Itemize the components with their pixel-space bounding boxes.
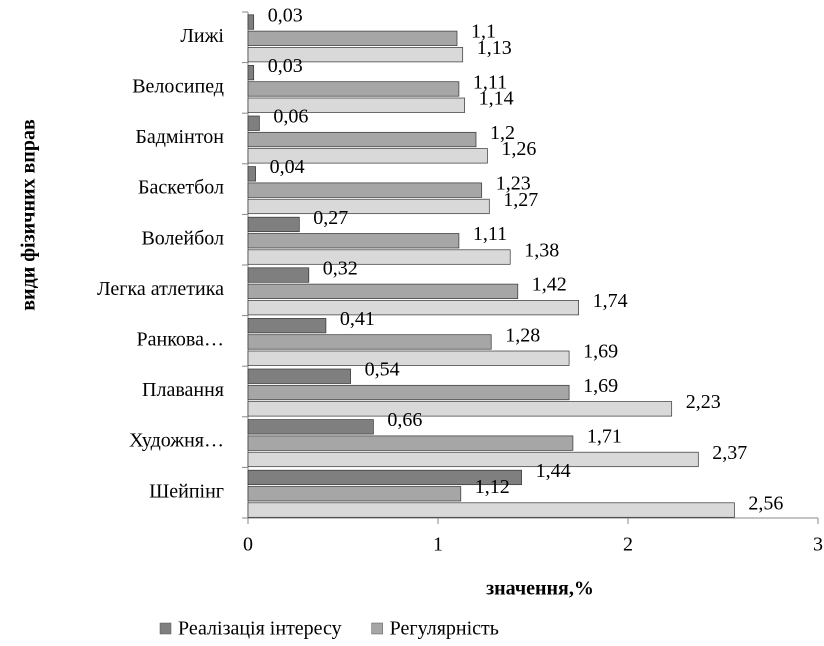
value-label: 1,13 (477, 37, 512, 59)
value-label: 0,03 (268, 55, 303, 77)
y-tick-label: Шейпінг (149, 480, 224, 502)
y-tick-label: Художня… (129, 430, 224, 452)
value-label: 0,06 (273, 106, 308, 128)
value-label: 0,54 (365, 359, 400, 381)
value-label: 1,69 (583, 375, 618, 397)
value-label: 1,2 (490, 122, 515, 144)
value-label: 1,28 (505, 324, 540, 346)
value-label: 1,11 (473, 71, 507, 93)
value-label: 1,44 (536, 460, 571, 482)
bar (247, 368, 351, 384)
bar (247, 166, 256, 182)
y-tick-label: Баскетбол (138, 177, 224, 199)
bar (247, 233, 460, 249)
x-tick-label: 3 (813, 534, 823, 556)
bar (247, 401, 673, 417)
value-label: 1,74 (593, 290, 628, 312)
bar (247, 97, 465, 113)
y-tick-label: Лижі (180, 25, 224, 47)
value-label: 2,23 (686, 391, 721, 413)
bar (247, 469, 522, 486)
bar (247, 283, 519, 299)
value-label: 0,41 (340, 308, 375, 330)
bar (247, 115, 260, 131)
y-tick-label: Ранкова… (137, 328, 224, 350)
x-tick-label: 0 (243, 534, 253, 556)
legend-swatch (159, 622, 172, 635)
y-tick-label: Легка атлетика (97, 278, 224, 300)
legend-label: Регулярність (390, 618, 499, 640)
value-label: 0,04 (270, 156, 305, 178)
x-tick-label: 2 (623, 534, 633, 556)
value-label: 1,1 (471, 21, 496, 43)
value-label: 1,69 (583, 341, 618, 363)
bar (247, 334, 492, 350)
bar (247, 318, 327, 334)
bar (247, 249, 511, 265)
bar (247, 300, 579, 316)
value-label: 1,14 (479, 88, 514, 110)
bar (247, 419, 374, 435)
bar (247, 435, 574, 451)
bar (247, 30, 458, 46)
bar (247, 502, 735, 518)
x-axis-title: значення,% (486, 578, 594, 600)
value-label: 1,11 (473, 223, 507, 245)
bar (247, 182, 483, 198)
bar (247, 81, 460, 97)
bar (247, 384, 570, 401)
bar (247, 148, 488, 164)
bar (247, 47, 464, 63)
bar (247, 65, 255, 81)
value-label: 0,66 (387, 409, 422, 431)
value-label: 0,03 (268, 4, 303, 26)
legend-label: Реалізація інтересу (178, 618, 342, 640)
x-tick-label: 1 (433, 534, 443, 556)
value-label: 0,27 (313, 207, 348, 229)
value-label: 2,56 (748, 492, 783, 514)
value-label: 1,38 (524, 239, 559, 261)
y-tick-label: Волейбол (141, 227, 224, 249)
value-label: 1,71 (587, 425, 622, 447)
y-tick-label: Бадмінтон (135, 126, 224, 148)
bar (247, 14, 255, 30)
value-label: 1,27 (503, 189, 538, 211)
bar (247, 216, 300, 233)
legend-swatch (371, 622, 383, 635)
bar (247, 350, 570, 366)
bar (247, 267, 310, 283)
value-label: 1,26 (501, 138, 536, 160)
value-label: 1,12 (475, 476, 510, 498)
bar (247, 486, 462, 502)
value-label: 2,37 (712, 442, 747, 464)
bar (247, 198, 490, 215)
bar (247, 451, 699, 468)
bar (247, 131, 477, 148)
value-label: 0,32 (323, 257, 358, 279)
value-label: 1,23 (496, 172, 531, 194)
y-tick-label: Велосипед (132, 75, 224, 97)
value-label: 1,42 (532, 274, 567, 296)
y-axis-title: види фізичних вправ (18, 119, 40, 311)
y-tick-label: Плавання (142, 379, 224, 401)
